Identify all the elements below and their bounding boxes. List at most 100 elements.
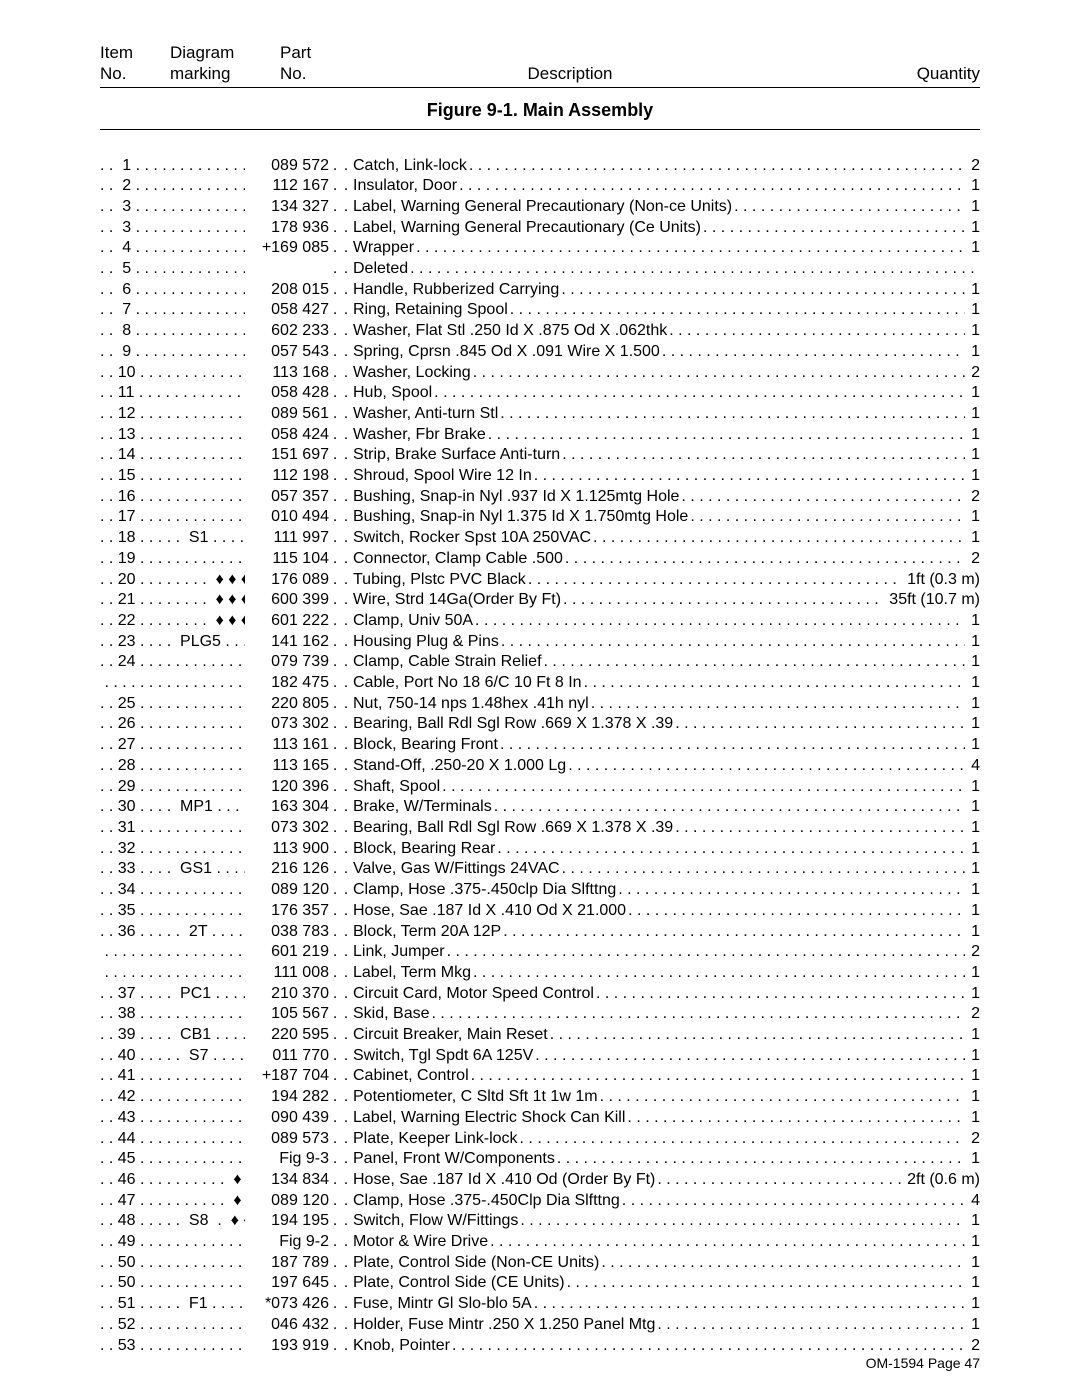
cell-dots: . .	[329, 1108, 353, 1129]
cell-description: Clamp, Hose .375-.450Clp Dia Slfttng	[353, 1191, 622, 1212]
table-row: . . 6 208 015. .Handle, Rubberized Carry…	[100, 280, 980, 301]
cell-leader	[562, 445, 965, 466]
cell-dots: . .	[329, 735, 353, 756]
cell-description: Wrapper	[353, 238, 416, 259]
cell-part: 038 783	[245, 922, 329, 943]
cell-item: . . 24	[100, 652, 245, 673]
cell-quantity: 1	[965, 197, 980, 218]
cell-item	[100, 673, 245, 694]
cell-part	[245, 259, 329, 280]
cell-part: Fig 9-3	[245, 1149, 329, 1170]
table-row: . . 21 . . . . . . . . ♦ ♦ ♦ ♦ 600 399. …	[100, 590, 980, 611]
header-description-text: Description	[370, 63, 770, 84]
cell-part: 176 357	[245, 901, 329, 922]
cell-quantity: 1	[965, 984, 980, 1005]
cell-dots: . .	[329, 611, 353, 632]
cell-description: Washer, Flat Stl .250 Id X .875 Od X .06…	[353, 321, 669, 342]
cell-part: 089 120	[245, 880, 329, 901]
cell-leader	[431, 1004, 965, 1025]
table-row: . . 35 176 357. .Hose, Sae .187 Id X .41…	[100, 901, 980, 922]
cell-description: Washer, Fbr Brake	[353, 425, 488, 446]
table-row: . . 29 120 396. .Shaft, Spool 1	[100, 777, 980, 798]
cell-dots: . .	[329, 922, 353, 943]
cell-item: . . 17	[100, 507, 245, 528]
cell-leader	[669, 321, 965, 342]
table-row: . . 20 . . . . . . . . ♦ ♦ ♦ ♦ 176 089. …	[100, 570, 980, 591]
cell-part: 057 357	[245, 487, 329, 508]
cell-description: Plate, Keeper Link-lock	[353, 1129, 520, 1150]
cell-quantity: 1	[965, 1273, 980, 1294]
cell-quantity: 1	[965, 880, 980, 901]
cell-description: Clamp, Hose .375-.450clp Dia Slfttng	[353, 880, 618, 901]
cell-quantity: 1	[965, 777, 980, 798]
cell-leader	[565, 549, 965, 570]
cell-item: . . 13	[100, 425, 245, 446]
cell-part: 194 195	[245, 1211, 329, 1232]
cell-part: 141 162	[245, 632, 329, 653]
cell-leader	[703, 218, 965, 239]
cell-item: . . 49	[100, 1232, 245, 1253]
cell-description: Block, Bearing Rear	[353, 839, 497, 860]
header-part: Part No.	[280, 42, 370, 85]
cell-quantity: 1	[965, 280, 980, 301]
table-row: 601 219. .Link, Jumper 2	[100, 942, 980, 963]
cell-quantity: 1	[965, 818, 980, 839]
table-row: . . 18 . . . . . S1 111 997. .Switch, Ro…	[100, 528, 980, 549]
cell-item: . . 40 . . . . . S7	[100, 1046, 245, 1067]
cell-leader	[473, 363, 965, 384]
cell-leader	[503, 922, 965, 943]
cell-quantity: 1	[965, 1211, 980, 1232]
cell-item: . . 52	[100, 1315, 245, 1336]
cell-quantity: 1	[965, 404, 980, 425]
cell-leader	[500, 735, 965, 756]
cell-dots: . .	[329, 197, 353, 218]
cell-part: 208 015	[245, 280, 329, 301]
cell-part: 089 120	[245, 1191, 329, 1212]
cell-leader	[494, 797, 965, 818]
table-row: . . 36 . . . . . 2T 038 783. .Block, Ter…	[100, 922, 980, 943]
table-row: . . 33 . . . . GS1 216 126. .Valve, Gas …	[100, 859, 980, 880]
parts-list: . . 1 089 572. .Catch, Link-lock 2. . 2 …	[100, 156, 980, 1357]
cell-description: Washer, Anti-turn Stl	[353, 404, 500, 425]
header-quantity-text: Quantity	[890, 63, 980, 84]
cell-part: 178 936	[245, 218, 329, 239]
cell-description: Catch, Link-lock	[353, 156, 469, 177]
table-row: . . 4 +169 085. .Wrapper 1	[100, 238, 980, 259]
table-row: . . 37 . . . . PC1 210 370. .Circuit Car…	[100, 984, 980, 1005]
table-row: . . 22 . . . . . . . . ♦ ♦ ♦ ♦ 601 222. …	[100, 611, 980, 632]
cell-leader	[622, 1191, 965, 1212]
cell-leader	[593, 528, 965, 549]
cell-description: Hose, Sae .187 Id X .410 Od X 21.000	[353, 901, 628, 922]
cell-part: 134 834	[245, 1170, 329, 1191]
table-row: . . 27 113 161. .Block, Bearing Front 1	[100, 735, 980, 756]
cell-part: 010 494	[245, 507, 329, 528]
cell-quantity: 1	[965, 922, 980, 943]
cell-description: Strip, Brake Surface Anti-turn	[353, 445, 562, 466]
cell-description: Bushing, Snap-in Nyl .937 Id X 1.125mtg …	[353, 487, 681, 508]
cell-description: Hose, Sae .187 Id X .410 Od (Order By Ft…	[353, 1170, 657, 1191]
cell-item: . . 26	[100, 714, 245, 735]
cell-quantity: 2	[965, 1004, 980, 1025]
cell-description: Shaft, Spool	[353, 777, 442, 798]
cell-leader	[510, 300, 965, 321]
cell-dots: . .	[329, 714, 353, 735]
cell-quantity: 1	[965, 963, 980, 984]
cell-leader	[627, 1108, 965, 1129]
cell-part: 089 573	[245, 1129, 329, 1150]
cell-quantity: 1	[965, 611, 980, 632]
cell-quantity: 2	[965, 363, 980, 384]
cell-item: . . 48 . . . . . S8 . ♦ ♦ ♦	[100, 1211, 245, 1232]
cell-item: . . 30 . . . . MP1	[100, 797, 245, 818]
table-row: . . 47 . . . . . . . . . . ♦ ♦ ♦ 089 120…	[100, 1191, 980, 1212]
cell-item: . . 12	[100, 404, 245, 425]
cell-dots: . .	[329, 570, 353, 591]
cell-dots: . .	[329, 652, 353, 673]
cell-part: 105 567	[245, 1004, 329, 1025]
cell-dots: . .	[329, 300, 353, 321]
table-row: 182 475. .Cable, Port No 18 6/C 10 Ft 8 …	[100, 673, 980, 694]
page-footer: OM-1594 Page 47	[866, 1355, 980, 1371]
cell-quantity: 1	[965, 797, 980, 818]
table-row: . . 3 134 327. .Label, Warning General P…	[100, 197, 980, 218]
cell-item: . . 23 . . . . PLG5	[100, 632, 245, 653]
cell-item: . . 32	[100, 839, 245, 860]
